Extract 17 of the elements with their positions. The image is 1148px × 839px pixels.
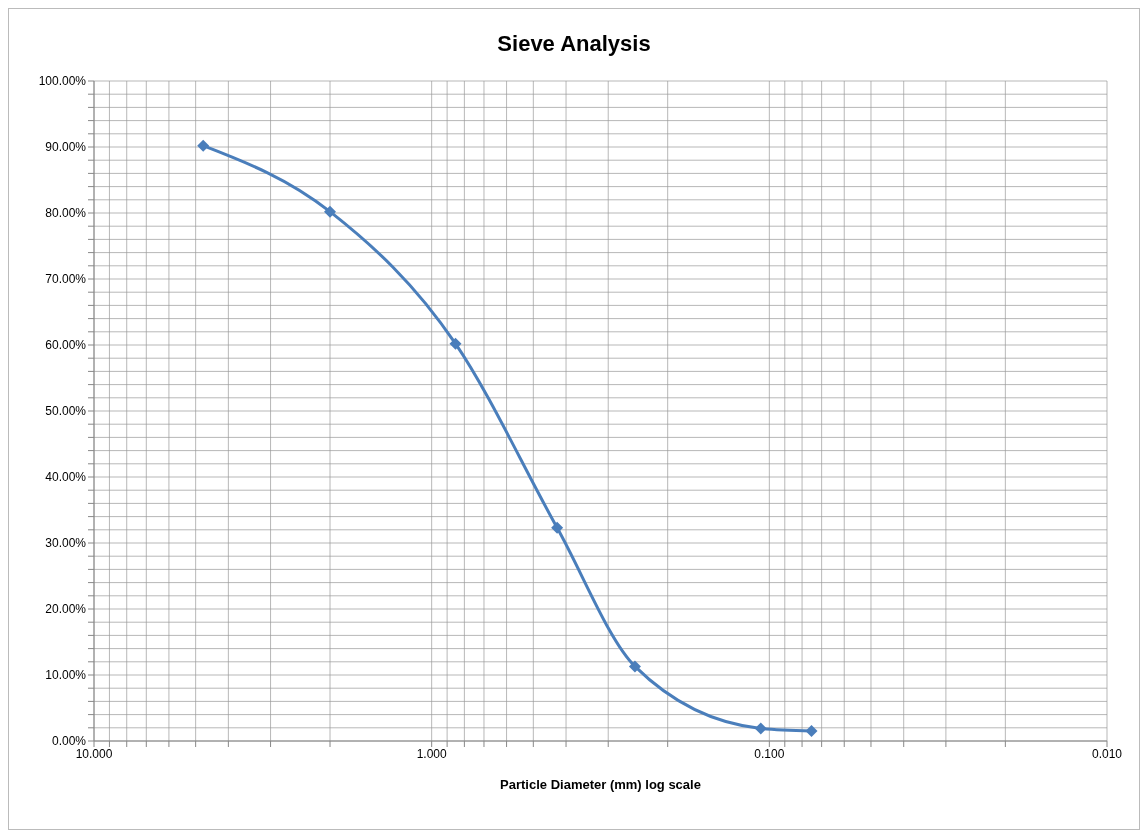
y-tick-label: 100.00% — [38, 74, 87, 89]
y-tick-label: 30.00% — [45, 536, 87, 551]
y-tick-label: 10.00% — [45, 668, 87, 683]
x-tick-label: 0.010 — [1091, 746, 1123, 761]
y-tick-label: 50.00% — [45, 404, 87, 419]
chart-title: Sieve Analysis — [496, 30, 652, 58]
x-tick-label: 10.000 — [75, 746, 113, 761]
x-tick-label: 1.000 — [416, 746, 448, 761]
y-tick-label: 0.00% — [51, 734, 87, 749]
y-tick-label: 70.00% — [45, 272, 87, 287]
y-tick-label: 90.00% — [45, 140, 87, 155]
y-tick-label: 20.00% — [45, 602, 87, 617]
x-tick-label: 0.100 — [754, 746, 785, 761]
y-tick-label: 60.00% — [45, 338, 87, 353]
x-axis-title: Particle Diameter (mm) log scale — [500, 777, 701, 792]
y-tick-label: 80.00% — [45, 206, 87, 221]
y-tick-label: 40.00% — [45, 470, 87, 485]
